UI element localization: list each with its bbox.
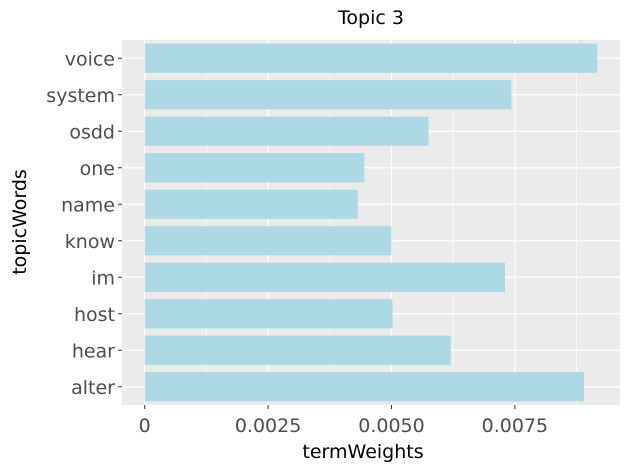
x-axis: 0 0.0025 0.0050 0.0075 xyxy=(139,405,548,437)
bars xyxy=(144,43,598,402)
bar-alter xyxy=(144,372,584,402)
y-tick-label: alter xyxy=(71,377,115,399)
x-axis-title: termWeights xyxy=(302,441,423,463)
x-tick-label: 0 xyxy=(139,415,151,437)
y-tick-label: know xyxy=(65,231,115,253)
y-axis-title: topicWords xyxy=(9,169,31,275)
bar-osdd xyxy=(144,116,429,146)
y-tick-label: system xyxy=(46,85,115,107)
x-tick-label: 0.0050 xyxy=(358,415,424,437)
y-tick-label: one xyxy=(80,158,115,180)
y-tick-label: im xyxy=(91,267,115,289)
bar-voice xyxy=(144,43,598,73)
y-tick-label: name xyxy=(61,194,115,216)
bar-name xyxy=(144,189,358,219)
x-tick-label: 0.0075 xyxy=(482,415,548,437)
chart-title: Topic 3 xyxy=(337,7,404,29)
x-tick-label: 0.0025 xyxy=(235,415,301,437)
y-axis: voice system osdd one name know im host hear alte… xyxy=(46,48,122,399)
bar-host xyxy=(144,299,393,329)
y-tick-label: hear xyxy=(72,340,115,362)
bar-know xyxy=(144,226,392,256)
y-tick-label: osdd xyxy=(69,121,115,143)
y-tick-label: voice xyxy=(65,48,115,70)
y-tick-label: host xyxy=(74,304,115,326)
bar-system xyxy=(144,80,512,110)
bar-im xyxy=(144,262,506,292)
bar-hear xyxy=(144,335,451,365)
bar-one xyxy=(144,153,365,183)
